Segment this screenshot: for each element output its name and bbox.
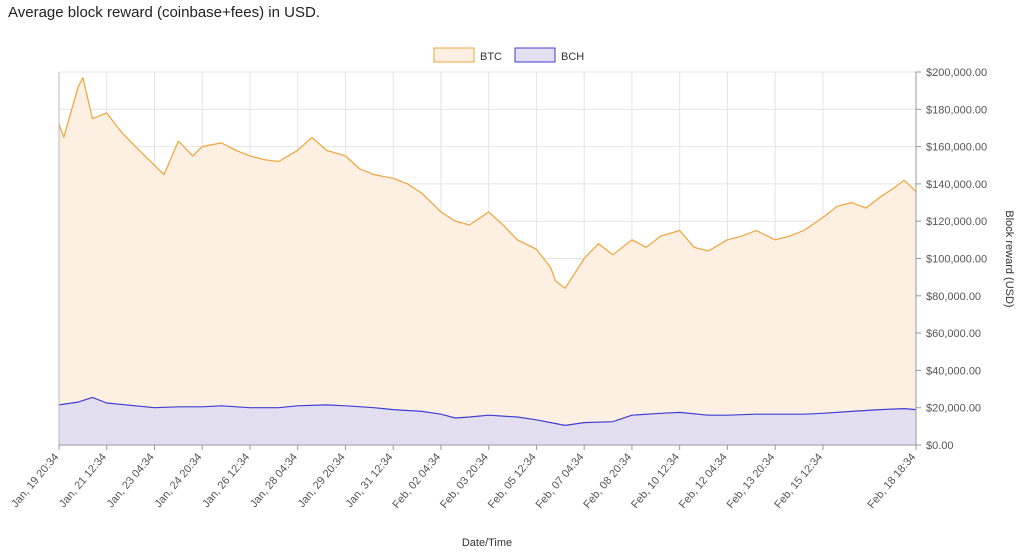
- y-tick-label: $100,000.00: [926, 254, 987, 266]
- legend-btc-swatch[interactable]: [433, 47, 475, 63]
- x-tick-label: Jan, 31 12:34: [343, 451, 395, 510]
- btc-line: [58, 77, 917, 289]
- y-tick-label: $40,000.00: [926, 365, 981, 377]
- y-tick-label: $120,000.00: [926, 216, 987, 228]
- x-axis-title: Date/Time: [462, 537, 512, 549]
- x-tick-label: Jan, 24 20:34: [152, 451, 204, 510]
- bch-area: [59, 397, 916, 445]
- x-tick-label: Feb, 13 20:34: [725, 451, 778, 511]
- legend-btc-label[interactable]: BTC: [480, 51, 502, 63]
- x-tick-label: Jan, 29 20:34: [296, 451, 348, 510]
- y-tick-label: $160,000.00: [926, 142, 987, 154]
- x-tick-label: Feb, 02 04:34: [390, 451, 443, 511]
- bch-line: [58, 396, 917, 426]
- y-tick-label: $180,000.00: [926, 104, 987, 116]
- y-axis-title: Block reward (USD): [1003, 210, 1015, 307]
- btc-area: [59, 77, 916, 445]
- y-tick-label: $200,000.00: [926, 67, 987, 79]
- legend-bch-label[interactable]: BCH: [561, 51, 584, 63]
- x-tick-label: Feb, 07 04:34: [534, 451, 587, 511]
- y-tick-label: $60,000.00: [926, 328, 981, 340]
- y-tick-label: $80,000.00: [926, 291, 981, 303]
- page-title: Average block reward (coinbase+fees) in …: [8, 4, 320, 21]
- x-tick-label: Feb, 18 18:34: [865, 451, 918, 511]
- legend: BTC BCH: [433, 47, 584, 63]
- x-tick-label: Feb, 12 04:34: [677, 451, 730, 511]
- y-tick-label: $140,000.00: [926, 179, 987, 191]
- x-tick-label: Jan, 23 04:34: [105, 451, 157, 510]
- legend-bch-swatch[interactable]: [514, 47, 556, 63]
- x-tick-label: Feb, 08 20:34: [581, 451, 634, 511]
- y-tick-label: $0.00: [926, 440, 954, 452]
- x-tick-label: Jan, 28 04:34: [248, 451, 300, 510]
- axes: [58, 71, 921, 450]
- series-area: [58, 77, 917, 445]
- x-tick-label: Feb, 10 12:34: [629, 451, 682, 511]
- x-tick-label: Jan, 26 12:34: [200, 451, 252, 510]
- x-tick-label: Feb, 03 20:34: [438, 451, 491, 511]
- x-tick-label: Jan, 21 12:34: [57, 451, 109, 510]
- x-tick-label: Feb, 05 12:34: [486, 451, 539, 511]
- x-tick-label: Feb, 15 12:34: [772, 451, 825, 511]
- y-tick-label: $20,000.00: [926, 403, 981, 415]
- x-tick-label: Jan, 19 20:34: [9, 451, 61, 510]
